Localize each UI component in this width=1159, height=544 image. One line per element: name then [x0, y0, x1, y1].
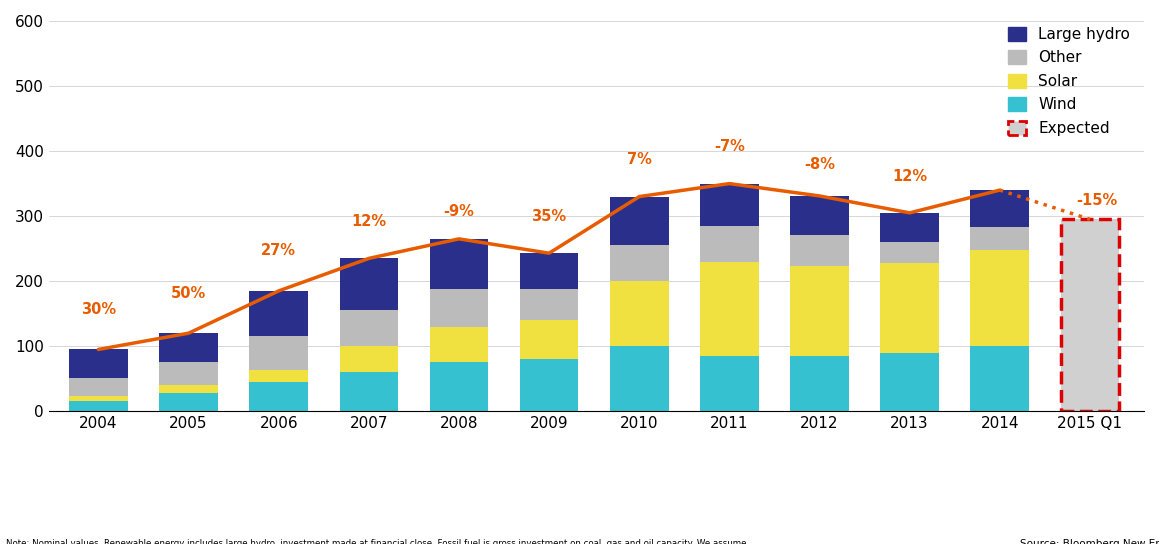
- Bar: [70, 378, 127, 396]
- Bar: [159, 393, 218, 411]
- Text: 35%: 35%: [532, 209, 567, 224]
- Bar: [790, 196, 848, 235]
- Bar: [520, 359, 578, 411]
- Bar: [1060, 219, 1120, 411]
- Bar: [790, 235, 848, 266]
- Bar: [430, 289, 488, 326]
- Bar: [340, 258, 399, 311]
- Bar: [790, 356, 848, 411]
- Text: 30%: 30%: [81, 302, 116, 317]
- Bar: [430, 362, 488, 411]
- Bar: [970, 346, 1029, 411]
- Bar: [249, 291, 308, 336]
- Bar: [70, 396, 127, 401]
- Bar: [520, 253, 578, 289]
- Bar: [520, 289, 578, 320]
- Bar: [610, 281, 669, 346]
- Bar: [340, 311, 399, 346]
- Bar: [520, 320, 578, 359]
- Text: -7%: -7%: [714, 139, 745, 154]
- Bar: [700, 226, 759, 262]
- Text: 12%: 12%: [351, 214, 386, 229]
- Bar: [249, 370, 308, 382]
- Bar: [159, 385, 218, 393]
- Bar: [610, 196, 669, 245]
- Bar: [70, 349, 127, 378]
- Bar: [70, 401, 127, 411]
- Bar: [249, 336, 308, 370]
- Bar: [881, 263, 939, 353]
- Bar: [881, 242, 939, 263]
- Bar: [610, 245, 669, 281]
- Bar: [970, 190, 1029, 227]
- Bar: [700, 356, 759, 411]
- Text: 7%: 7%: [627, 152, 651, 168]
- Bar: [700, 183, 759, 226]
- Text: -8%: -8%: [804, 157, 834, 172]
- Bar: [159, 333, 218, 362]
- Bar: [430, 239, 488, 289]
- Text: -9%: -9%: [444, 205, 474, 219]
- Bar: [340, 372, 399, 411]
- Bar: [1060, 219, 1120, 411]
- Bar: [159, 362, 218, 385]
- Text: 27%: 27%: [261, 243, 297, 258]
- Legend: Large hydro, Other, Solar, Wind, Expected: Large hydro, Other, Solar, Wind, Expecte…: [1001, 21, 1136, 142]
- Text: Source: Bloomberg New Energy Finance: Source: Bloomberg New Energy Finance: [1020, 539, 1159, 544]
- Text: 50%: 50%: [170, 286, 206, 301]
- Bar: [430, 326, 488, 362]
- Bar: [881, 213, 939, 242]
- Text: -15%: -15%: [1077, 193, 1117, 208]
- Bar: [790, 266, 848, 356]
- Bar: [700, 262, 759, 356]
- Bar: [970, 250, 1029, 346]
- Bar: [610, 346, 669, 411]
- Text: Note: Nominal values. Renewable energy includes large hydro, investment made at : Note: Nominal values. Renewable energy i…: [6, 539, 746, 544]
- Bar: [881, 353, 939, 411]
- Text: 12%: 12%: [892, 169, 927, 183]
- Bar: [249, 382, 308, 411]
- Bar: [970, 227, 1029, 250]
- Bar: [340, 346, 399, 372]
